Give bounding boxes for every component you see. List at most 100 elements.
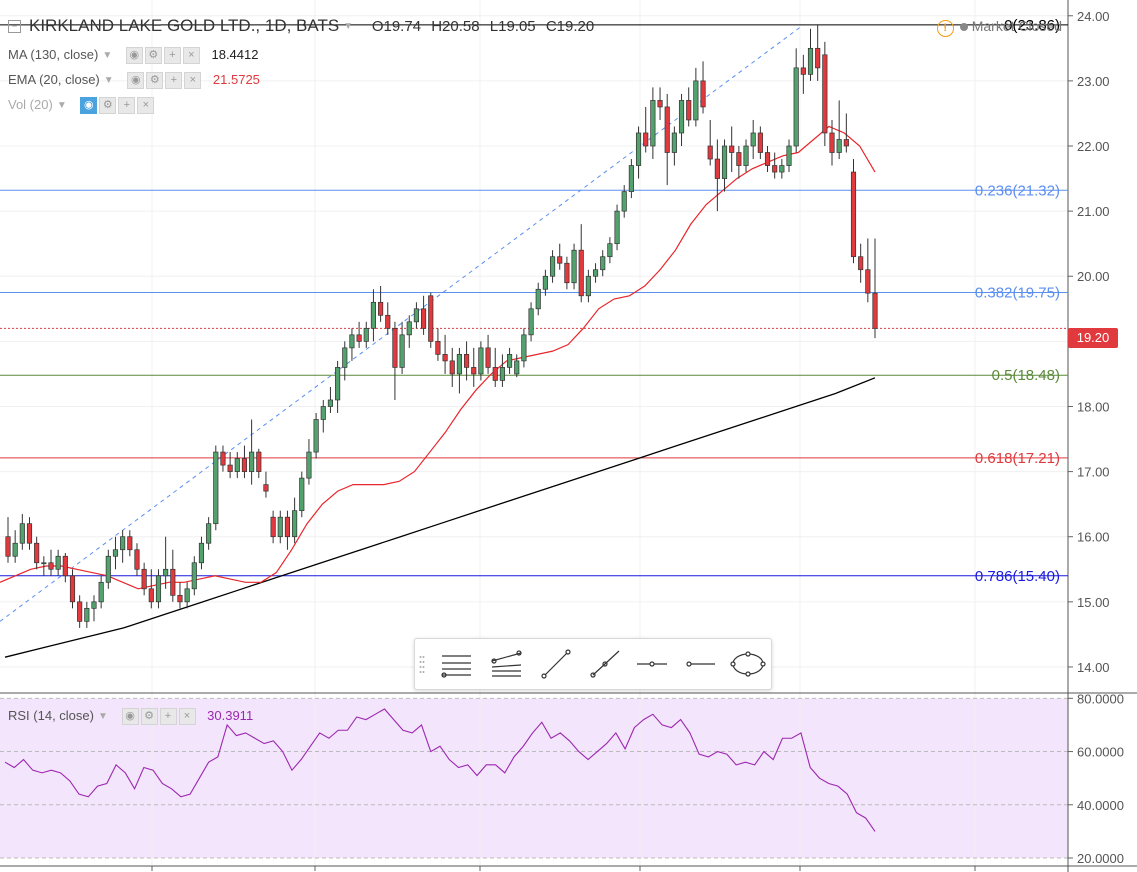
chevron-down-icon[interactable]: ▼	[343, 21, 354, 33]
candle-body	[134, 549, 140, 570]
candle-body	[234, 458, 240, 472]
rsi-line	[4, 708, 876, 832]
candle-body	[270, 516, 276, 538]
plus-icon[interactable]: +	[165, 72, 183, 90]
candle-body	[643, 132, 649, 147]
candle-body	[779, 165, 785, 173]
candle-body	[700, 80, 706, 108]
gear-icon[interactable]: ⚙	[99, 97, 117, 115]
market-status-label: Market Closed	[971, 18, 1062, 34]
price-tick-label: 17.00	[1077, 465, 1110, 480]
candle-body	[607, 243, 613, 258]
candle-body	[91, 601, 97, 609]
candle-body	[263, 484, 269, 492]
symbol-title[interactable]: KIRKLAND LAKE GOLD LTD., 1D, BATS	[29, 16, 340, 35]
drag-handle-icon[interactable]	[419, 655, 425, 673]
candle-body	[736, 152, 742, 166]
fib-level-label: 0.382(19.75)	[975, 285, 1060, 302]
candle-body	[62, 555, 68, 577]
candle-body	[306, 451, 312, 479]
candle-body	[650, 100, 656, 147]
candle-body	[435, 341, 441, 355]
ohlc-values: O19.74 H20.58 L19.05 C19.20	[372, 18, 600, 35]
candle-body	[277, 516, 283, 538]
candle-body	[671, 132, 677, 153]
candle-body	[686, 100, 692, 121]
candle-body	[506, 354, 513, 368]
eye-off-icon[interactable]: ◉	[80, 97, 98, 115]
candle-body	[163, 568, 169, 577]
candle-body	[858, 256, 864, 271]
ray-icon[interactable]	[581, 639, 627, 689]
candle-body	[141, 568, 147, 590]
market-status: ! Market Closed	[936, 18, 1062, 37]
close-icon[interactable]: ×	[178, 708, 196, 726]
gear-icon[interactable]: ⚙	[144, 47, 162, 65]
vol-label[interactable]: Vol (20)	[8, 97, 53, 112]
chevron-down-icon[interactable]: ▼	[103, 75, 114, 87]
candle-body	[721, 145, 728, 179]
candle-body	[442, 354, 448, 362]
candle-body	[621, 191, 627, 212]
ellipse-icon[interactable]	[725, 639, 771, 689]
candle-body	[335, 367, 341, 401]
rsi-band	[0, 698, 1068, 859]
candle-body	[413, 308, 419, 323]
candle-body	[148, 588, 154, 603]
candle-body	[342, 347, 348, 368]
candle-body	[98, 581, 104, 603]
candle-body	[55, 555, 61, 570]
candle-body	[514, 360, 520, 375]
candle-body	[155, 575, 162, 603]
candle-body	[456, 354, 462, 375]
symbol-collapse-icon[interactable]: −	[8, 20, 21, 34]
candle-body	[592, 269, 599, 277]
plus-icon[interactable]: +	[163, 47, 181, 65]
ma-label[interactable]: MA (130, close)	[8, 47, 99, 62]
low-value: L19.05	[489, 18, 536, 35]
vol-legend: Vol (20) ▼ ◉ ⚙ + ×	[8, 97, 155, 115]
candle-body	[628, 165, 634, 192]
gear-icon[interactable]: ⚙	[146, 72, 164, 90]
candle-body	[84, 607, 90, 622]
candle-body	[678, 100, 685, 134]
plus-icon[interactable]: +	[118, 97, 136, 115]
candle-body	[299, 477, 305, 512]
fib-retracement-icon[interactable]	[433, 639, 479, 689]
candle-body	[528, 308, 534, 336]
eye-icon[interactable]: ◉	[127, 72, 145, 90]
extended-line-icon[interactable]	[629, 639, 675, 689]
close-icon[interactable]: ×	[182, 47, 200, 65]
candle-body	[872, 292, 878, 329]
warning-icon[interactable]: !	[936, 20, 954, 37]
price-tick-label: 20.00	[1077, 269, 1110, 284]
ma-legend: MA (130, close) ▼ ◉ ⚙ + × 18.4412	[8, 47, 258, 65]
horizontal-line-icon[interactable]	[677, 639, 723, 689]
candle-body	[600, 256, 606, 271]
eye-icon[interactable]: ◉	[121, 708, 139, 726]
candle-body	[292, 510, 298, 538]
candle-body	[614, 210, 620, 245]
gear-icon[interactable]: ⚙	[140, 708, 158, 726]
plus-icon[interactable]: +	[159, 708, 177, 726]
candle-body	[478, 347, 484, 375]
candle-body	[549, 256, 556, 277]
candle-body	[356, 334, 362, 342]
candle-body	[34, 542, 40, 564]
close-icon[interactable]: ×	[137, 97, 155, 115]
fib-channel-icon[interactable]	[483, 639, 529, 689]
rsi-label[interactable]: RSI (14, close)	[8, 708, 94, 723]
candle-body	[843, 139, 849, 147]
candle-body	[127, 536, 133, 551]
ema-label[interactable]: EMA (20, close)	[8, 72, 100, 87]
candle-body	[428, 295, 434, 342]
chevron-down-icon[interactable]: ▼	[97, 711, 108, 723]
chevron-down-icon[interactable]: ▼	[56, 100, 67, 112]
drawing-toolbar	[414, 638, 772, 690]
candle-body	[772, 165, 778, 173]
chevron-down-icon[interactable]: ▼	[102, 50, 113, 62]
trend-line-icon[interactable]	[533, 639, 579, 689]
close-icon[interactable]: ×	[184, 72, 202, 90]
eye-icon[interactable]: ◉	[125, 47, 143, 65]
